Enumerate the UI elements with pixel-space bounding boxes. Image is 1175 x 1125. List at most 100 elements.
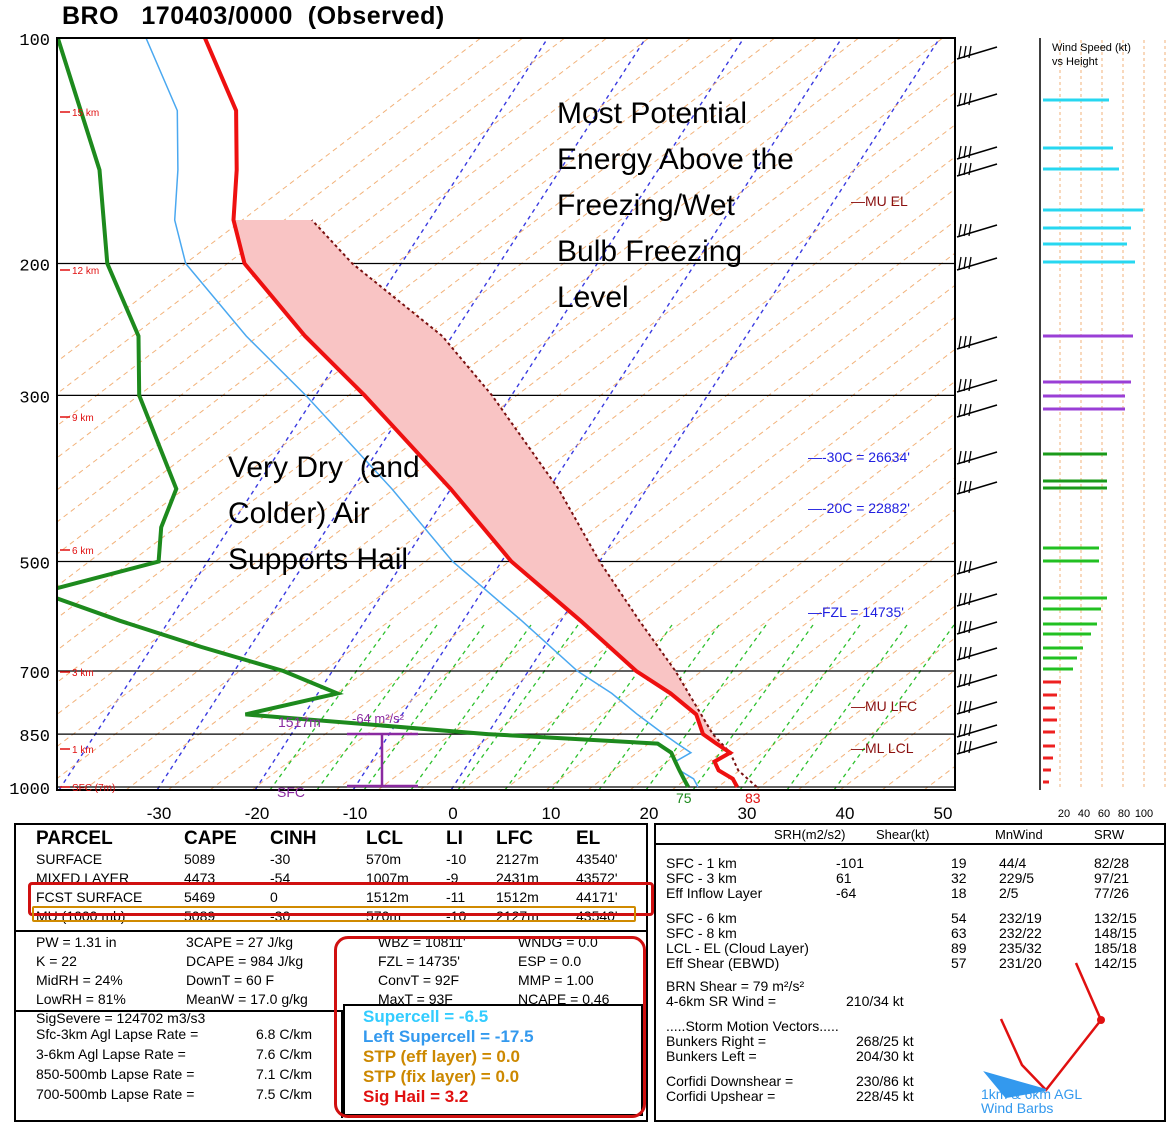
isotherm-line — [156, 38, 647, 790]
wind-speed-bar — [1043, 730, 1055, 734]
indices-panel: Supercell = -6.5 Left Supercell = -17.5 ST… — [343, 1004, 643, 1116]
mixing-ratio-line — [269, 624, 391, 790]
kinematics-shear: 63 — [951, 925, 967, 941]
wind-barb-staff — [956, 379, 998, 393]
pressure-tick-label: 500 — [19, 556, 50, 575]
hodograph-vectors — [983, 1071, 1047, 1099]
sr-wind-value: 210/34 kt — [846, 993, 904, 1009]
dry-adiabat-line — [57, 38, 650, 491]
wind-speed-bar — [1043, 260, 1135, 264]
wind-speed-bar — [1043, 486, 1107, 490]
kinematics-shear: 57 — [951, 955, 967, 971]
kinematics-shear: 18 — [951, 885, 967, 901]
kinematics-srw: 132/15 — [1094, 910, 1137, 926]
wind-barb-flag — [968, 92, 972, 106]
wind-speed-bar — [1043, 226, 1131, 230]
wind-barb-staff — [956, 451, 998, 465]
wind-barb-flag — [968, 480, 972, 494]
wind-barb-flag — [963, 450, 967, 464]
level-label: —ML LCL — [851, 740, 914, 756]
wind-barb-flag — [958, 673, 962, 687]
kinematics-row-label: Eff Shear (EBWD) — [666, 955, 780, 971]
parcel-cell: 2127m — [496, 851, 539, 867]
kinematics-srw: 97/21 — [1094, 870, 1130, 886]
parcel-cell: 5089 — [184, 851, 216, 867]
lapse-value: 6.8 C/km — [256, 1026, 313, 1042]
wind-profile-tick: 20 — [1058, 808, 1070, 820]
index-value: Sig Hail = 3.2 — [363, 1087, 469, 1106]
wind-barb-staff — [956, 647, 998, 661]
kinematics-mnwind: 2/5 — [999, 885, 1019, 901]
kinematics-row-label: SFC - 1 km — [666, 855, 737, 871]
kinematics-srh: -64 — [836, 885, 857, 901]
skewt-chart: 100 200 300 500 700 850 1000 -30 -20 -10 0 10 20 30 4… — [9, 32, 1166, 822]
kinematics-header: SRW — [1094, 827, 1125, 842]
temperature-tick-label: 40 — [836, 804, 855, 822]
dry-adiabat-line — [57, 38, 860, 651]
dry-adiabat-line — [57, 38, 608, 459]
wind-barb — [956, 92, 998, 107]
thermo-cell: MeanW = 17.0 g/kg — [186, 991, 308, 1007]
height-label: 3 km — [72, 668, 94, 679]
wind-speed-bar — [1043, 780, 1049, 784]
wind-barb-flag — [968, 740, 972, 754]
hodograph-label: 1km & 6km AGL Wind Barbs — [981, 1086, 1083, 1116]
parcel-cell: -10 — [446, 851, 467, 867]
fcst-surface-highlight — [28, 882, 654, 916]
wind-barb — [956, 700, 998, 715]
parcel-header: PARCEL — [36, 828, 113, 849]
kinematics-mnwind: 231/20 — [999, 955, 1042, 971]
wind-barb-flag — [958, 145, 962, 159]
level-label: —MU LFC — [851, 698, 917, 714]
dry-adiabat-line — [57, 38, 944, 716]
storm-motion-label: Corfidi Downshear = — [666, 1073, 794, 1089]
wind-barb-staff — [956, 481, 998, 495]
wind-barb-staff — [956, 93, 998, 107]
parcel-header: LI — [446, 828, 463, 849]
level-label: —MU EL — [851, 193, 908, 209]
dry-adiabat-line — [57, 38, 692, 523]
storm-motion-label: Bunkers Left = — [666, 1048, 757, 1064]
height-label: SFC (7m) — [72, 783, 115, 794]
kinematics-row-label: SFC - 3 km — [666, 870, 737, 886]
dry-adiabat-line — [57, 38, 818, 619]
parcel-cell: 570m — [366, 851, 402, 867]
mixing-ratio-line — [598, 624, 720, 790]
wind-barb-flag — [963, 646, 967, 660]
wind-speed-bar — [1043, 656, 1077, 660]
wind-barb-staff — [956, 561, 998, 575]
wind-barb-staff — [956, 146, 998, 160]
hail-indices-highlight — [334, 936, 646, 1118]
wind-speed-bar — [1043, 146, 1113, 150]
sr-wind-label: 4-6km SR Wind = — [666, 993, 777, 1009]
wind-barb-staff — [956, 741, 998, 755]
wind-speed-bar — [1043, 607, 1101, 611]
temperature-tick-label: 10 — [542, 804, 561, 822]
kinematics-row-label: Eff Inflow Layer — [666, 885, 763, 901]
isotherm-line — [352, 38, 843, 790]
wind-barb-flag — [958, 620, 962, 634]
temperature-tick-label: -10 — [343, 804, 368, 822]
temperature-tick-label: 30 — [738, 804, 757, 822]
dry-adiabat-line — [57, 38, 524, 395]
wind-speed-bar — [1043, 407, 1125, 411]
parcel-cell: 1512m — [366, 889, 409, 905]
mixing-ratio-line — [457, 624, 579, 790]
pressure-tick-label: 200 — [19, 257, 50, 276]
kinematics-srw: 185/18 — [1094, 940, 1137, 956]
inflow-srh: -64 m²/s² — [352, 711, 405, 726]
wind-barb — [956, 620, 998, 635]
wind-speed-bar — [1043, 646, 1083, 650]
wind-barb-flag — [968, 673, 972, 687]
kinematics-shear: 32 — [951, 870, 967, 886]
thermo-cell: ESP = 0.0 — [518, 953, 582, 969]
annotation-lower: Very Dry (and Colder) Air Supports Hail — [228, 451, 420, 576]
parcel-header: CINH — [270, 828, 317, 849]
temperature-tick-label: 50 — [934, 804, 953, 822]
height-label: 6 km — [72, 546, 94, 557]
wind-barb-flag — [968, 560, 972, 574]
wind-barb — [956, 480, 998, 495]
surface-dewpoint-label: 75 — [676, 790, 692, 806]
isotherm-line — [254, 38, 745, 790]
wind-barb-staff — [956, 724, 998, 738]
